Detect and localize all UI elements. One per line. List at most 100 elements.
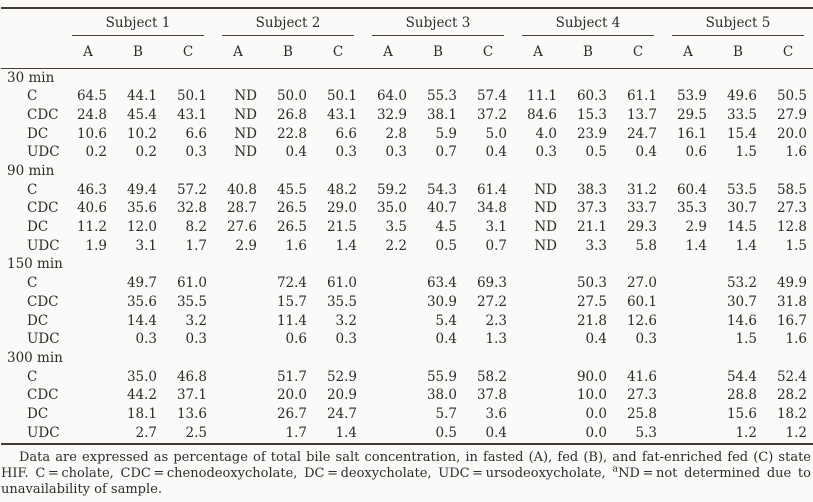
value-cell: 27.3 (776, 200, 807, 217)
value-cell: 5.8 (635, 237, 657, 254)
state-header-c: C (163, 36, 213, 69)
compound-label: DC (27, 125, 49, 142)
value-cell: 0.3 (185, 144, 207, 161)
time-section-row: 300 min (1, 349, 813, 368)
value-cell (213, 293, 263, 312)
value-cell: 64.5 (76, 88, 107, 105)
state-header-a: A (363, 36, 413, 69)
time-label: 300 min (7, 349, 63, 366)
value-cell (363, 312, 413, 331)
value-cell: 31.2 (626, 181, 657, 198)
value-cell: 2.2 (385, 237, 407, 254)
value-cell: 54.4 (726, 368, 757, 385)
value-cell: 1.4 (735, 237, 757, 254)
value-cell: 31.8 (776, 293, 807, 310)
value-cell: 55.9 (426, 368, 457, 385)
value-cell: 6.6 (185, 125, 207, 142)
value-cell: 27.9 (776, 106, 807, 123)
value-cell: 1.2 (735, 424, 757, 441)
value-cell: 37.2 (476, 106, 507, 123)
value-cell: 14.4 (126, 312, 157, 329)
value-cell (63, 368, 113, 387)
value-cell (63, 312, 113, 331)
compound-label: UDC (27, 237, 60, 254)
compound-label: CDC (27, 106, 59, 123)
table-footnote: Data are expressed as percentage of tota… (1, 450, 811, 498)
value-cell: 2.7 (135, 424, 157, 441)
value-cell: 4.0 (535, 125, 557, 142)
value-cell: 49.4 (126, 181, 157, 198)
value-cell: 33.5 (726, 106, 757, 123)
value-cell: 10.2 (126, 125, 157, 142)
value-cell: 45.5 (276, 181, 307, 198)
value-cell: 2.9 (685, 219, 707, 236)
value-cell: 21.5 (326, 219, 357, 236)
compound-label: C (27, 275, 38, 292)
footnote-superscript-a: a (612, 463, 619, 475)
compound-label: DC (27, 219, 49, 236)
table-header: Subject 1 Subject 2 Subject 3 Subject 4 Subj… (1, 8, 813, 69)
state-header-a: A (513, 36, 563, 69)
value-cell (513, 331, 563, 350)
value-cell: 24.7 (326, 405, 357, 422)
value-cell: 0.3 (535, 144, 557, 161)
value-cell (363, 368, 413, 387)
subject-header-label: Subject 1 (72, 15, 204, 36)
compound-label: DC (27, 405, 49, 422)
value-cell: 30.7 (726, 200, 757, 217)
value-cell: 2.9 (235, 237, 257, 254)
value-cell: 28.8 (726, 387, 757, 404)
value-cell: ND (234, 88, 257, 105)
state-header-a: A (663, 36, 713, 69)
value-cell: 57.2 (176, 181, 207, 198)
value-cell: 1.6 (785, 144, 807, 161)
value-cell: 0.3 (385, 144, 407, 161)
footnote-text-1: Data are expressed as percentage of tota… (1, 449, 811, 481)
value-cell: 46.8 (176, 368, 207, 385)
value-cell: 13.7 (626, 106, 657, 123)
value-cell: 3.5 (385, 219, 407, 236)
value-cell: 0.7 (435, 144, 457, 161)
value-cell: 29.5 (676, 106, 707, 123)
value-cell: 32.9 (376, 106, 407, 123)
value-cell (513, 424, 563, 444)
value-cell: 10.0 (576, 387, 607, 404)
value-cell: 40.6 (76, 200, 107, 217)
value-cell: 15.4 (726, 125, 757, 142)
value-cell: ND (534, 219, 557, 236)
value-cell: ND (534, 237, 557, 254)
value-cell: 0.4 (285, 144, 307, 161)
value-cell: 20.0 (776, 125, 807, 142)
value-cell: 4.5 (435, 219, 457, 236)
value-cell (363, 293, 413, 312)
value-cell (213, 405, 263, 424)
value-cell: 52.9 (326, 368, 357, 385)
value-cell: 44.2 (126, 387, 157, 404)
value-cell: 84.6 (526, 106, 557, 123)
state-header-b: B (263, 36, 313, 69)
value-cell (513, 368, 563, 387)
value-cell: 0.3 (635, 331, 657, 348)
value-cell: 28.2 (776, 387, 807, 404)
value-cell: 33.7 (626, 200, 657, 217)
corner-cell (1, 8, 63, 36)
value-cell: 1.2 (785, 424, 807, 441)
value-cell: 3.6 (485, 405, 507, 422)
value-cell: 5.4 (435, 312, 457, 329)
table-body: 30 min C 64.5 44.1 50.1 ND 50.0 50.1 64.0 55.3 57.… (1, 69, 813, 444)
value-cell: 37.8 (476, 387, 507, 404)
value-cell: 0.4 (635, 144, 657, 161)
value-cell: 50.3 (576, 275, 607, 292)
value-cell (363, 405, 413, 424)
value-cell: 0.2 (85, 144, 107, 161)
value-cell: 11.4 (276, 312, 307, 329)
value-cell (363, 387, 413, 406)
value-cell (663, 424, 713, 444)
value-cell (213, 331, 263, 350)
value-cell: 1.5 (735, 144, 757, 161)
value-cell: 46.3 (76, 181, 107, 198)
value-cell: 50.1 (326, 88, 357, 105)
compound-label: C (27, 368, 38, 385)
value-cell: 25.8 (626, 405, 657, 422)
